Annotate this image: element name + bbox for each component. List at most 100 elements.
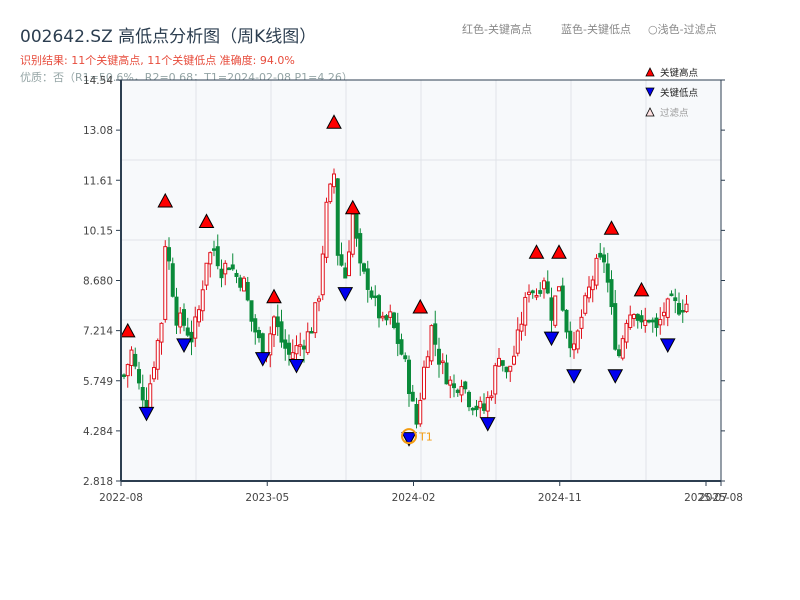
candle-body [305,331,310,354]
legend-label: 关键低点 [660,87,699,99]
candle-body [583,295,588,314]
y-tick-label: 14.54 [83,75,113,87]
legend-text-red-highs: 红色-关键高点 [462,23,532,36]
candle-body [624,322,629,343]
y-tick-label: 4.284 [83,426,113,438]
candle-body [497,357,501,367]
candle-body [302,345,306,350]
key-low-marker [659,338,676,353]
candle-body [605,263,610,283]
x-tick-label: 2022-08 [99,492,143,504]
candle-body [643,319,648,326]
candle-body [429,325,434,362]
axes: 14.54 13.08 11.61 10.15 8.680 7.214 5.749 4.284… [83,75,743,504]
candle-body [482,403,486,411]
legend-marker [645,87,655,97]
candle-body [579,316,584,329]
candle-body [564,309,569,333]
candle-body [163,246,168,320]
key-high-marker [326,114,342,129]
legend-label: 关键高点 [660,67,699,79]
candle-body [553,295,558,326]
candle-body [200,289,205,312]
candle-body [245,281,250,301]
candle-body [193,316,198,339]
key-low-marker [254,352,271,367]
result-summary: 识别结果: 11个关键高点, 11个关键低点 准确度: 94.0% [20,54,295,67]
candle-body [534,295,539,298]
candle-body [459,386,464,396]
candle-body [632,313,636,319]
x-tick-label: 2024-11 [538,492,582,504]
candle-body [403,355,408,360]
candle-body [425,356,430,368]
candle-body [422,366,426,400]
candle-body [489,395,494,399]
key-low-marker [288,358,305,374]
candle-body [320,253,325,296]
candle-body [182,309,186,326]
candle-body [478,400,483,409]
key-high-marker [198,213,215,228]
candle-body [178,312,183,328]
t1-circle [401,428,417,445]
candle-body [362,263,366,272]
legend-text-filtered: ○浅色-过滤点 [648,23,717,36]
candle-body [122,374,126,377]
candle-body [467,391,471,408]
key-high-marker [528,244,545,259]
candle-body [598,252,603,258]
candle-body [137,369,141,384]
candle-body [493,365,498,395]
candle-body [602,254,606,263]
key-high-marker [633,281,650,297]
candle-body [313,302,318,334]
candle-body [197,309,201,323]
candle-body [452,383,456,389]
candle-body [395,322,400,344]
key-low-marker [479,417,496,432]
candle-body [125,364,130,377]
candle-body [463,381,468,390]
candle-body [208,252,213,265]
candle-body [373,295,378,299]
y-tick-label: 8.680 [83,276,113,288]
candle-body [290,352,295,360]
markers: T1 [119,114,676,447]
y-tick-label: 5.749 [83,376,113,388]
candle-body [418,399,423,425]
candle-body [575,330,580,350]
key-low-marker [566,369,582,384]
candle-body [557,286,561,292]
candle-body [332,173,336,188]
candle-body [384,315,389,321]
candle-body [658,319,663,326]
candle-body [294,345,299,355]
key-high-marker [157,192,174,208]
candle-body [159,322,164,343]
candle-body [227,267,231,271]
candles [122,168,689,429]
candle-body [272,316,276,336]
candle-body [335,178,340,256]
candle-body [230,264,235,270]
candle-body [350,213,355,255]
candle-body [377,295,381,319]
candle-body [167,247,171,262]
candle-body [170,263,175,297]
candle-body [635,313,640,321]
y-tick-label: 11.61 [83,175,113,187]
key-high-marker [603,220,620,235]
candle-body [568,330,573,349]
candle-body [542,280,546,290]
candle-body [594,257,599,286]
candle-body [523,296,528,326]
x-tick-label: 2024-02 [392,492,436,504]
key-high-marker [412,298,429,314]
y-tick-label: 10.15 [83,225,113,237]
candle-body [609,279,614,308]
candle-body [185,327,190,336]
candle-body [129,349,134,366]
candle-body [358,233,363,264]
candle-body [380,315,385,319]
